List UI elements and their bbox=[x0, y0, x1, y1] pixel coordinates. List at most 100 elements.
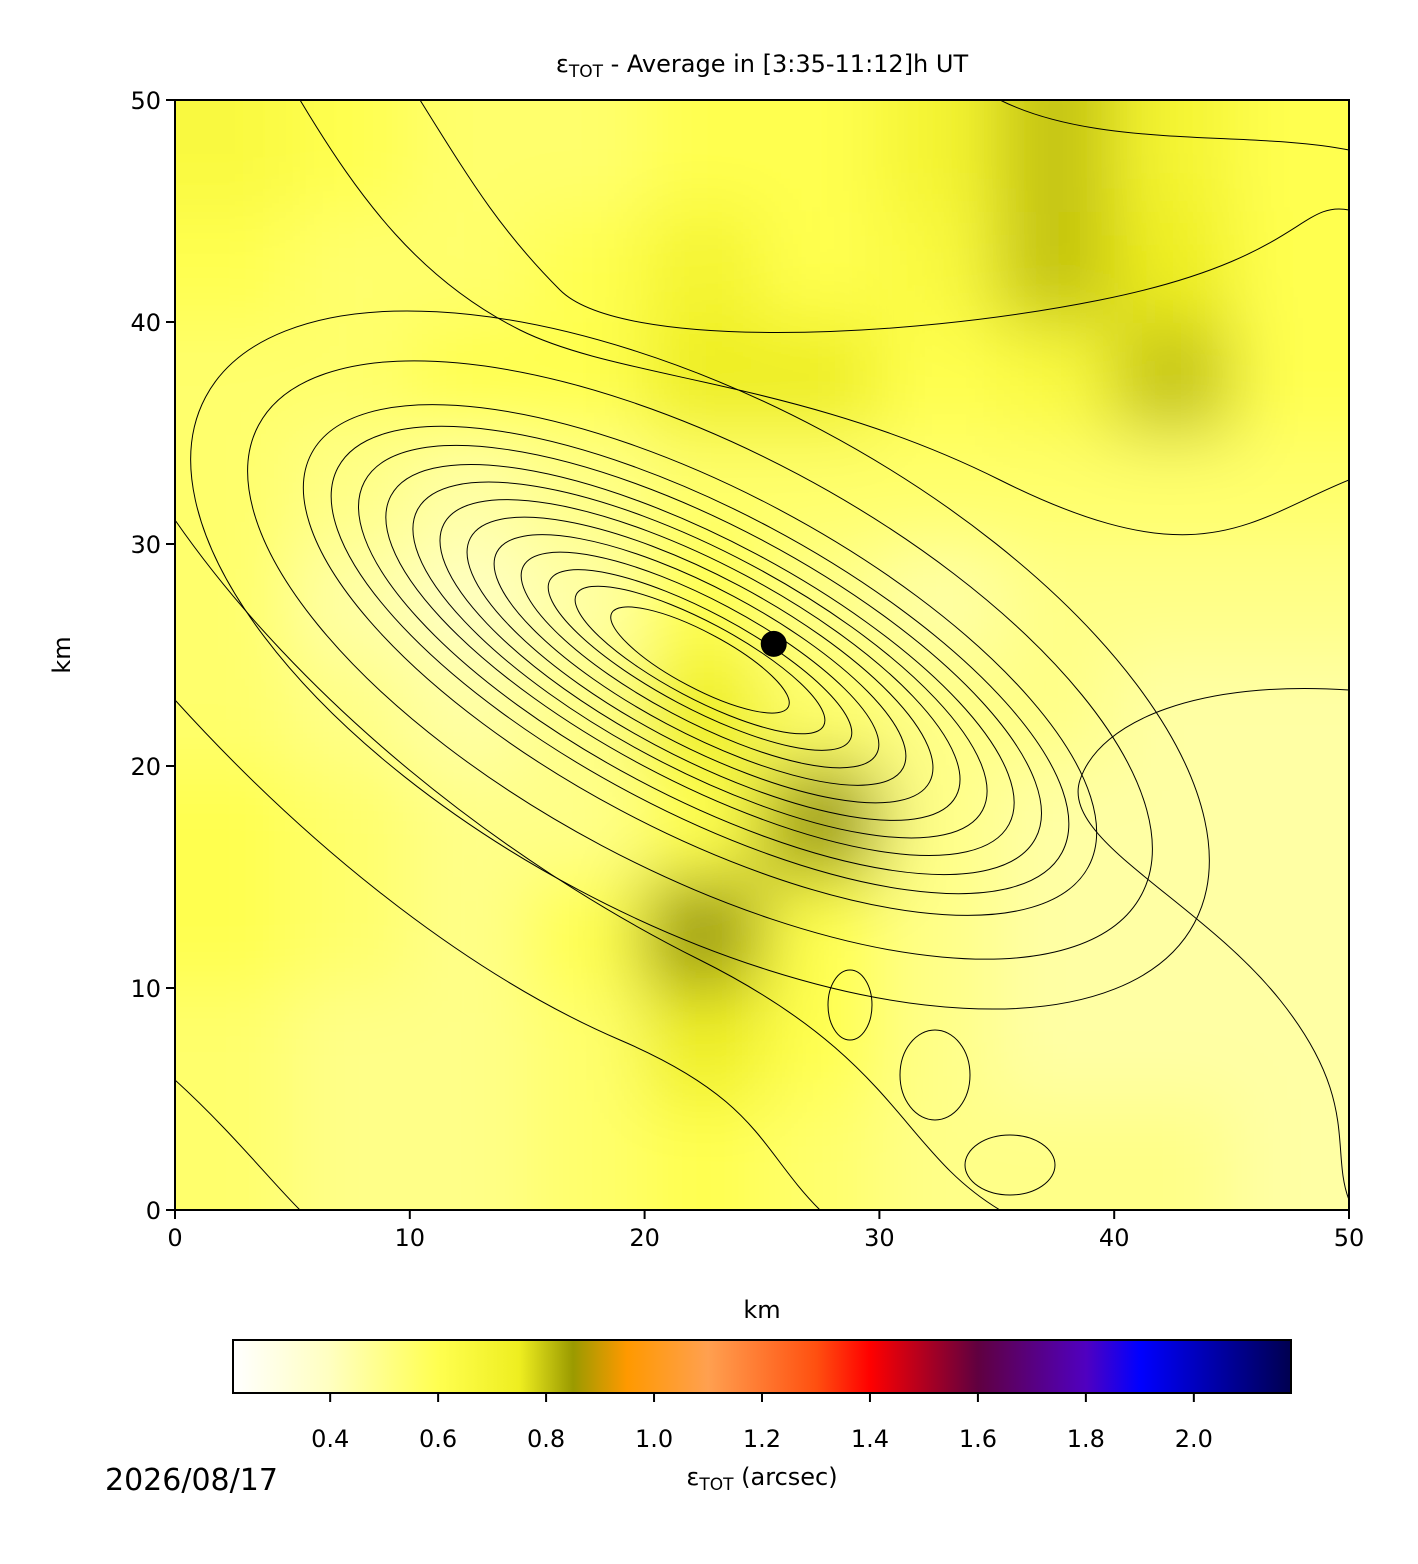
heatmap-cell bbox=[409, 655, 529, 767]
heatmap-cell bbox=[996, 100, 1116, 212]
heatmap-cell bbox=[1231, 322, 1349, 434]
heatmap-cell bbox=[1231, 655, 1349, 767]
heatmap-cell bbox=[175, 211, 294, 323]
heatmap-cell bbox=[879, 1099, 998, 1210]
colorbar-tick-label: 1.2 bbox=[743, 1425, 781, 1453]
contour-line bbox=[358, 444, 1042, 876]
heatmap-cell bbox=[996, 211, 1116, 323]
heatmap-cell bbox=[409, 211, 529, 323]
heatmap-cell bbox=[292, 100, 411, 212]
heatmap-cell bbox=[644, 655, 763, 767]
contour-line bbox=[1077, 687, 1349, 1201]
heatmap-cell bbox=[879, 100, 998, 212]
heatmap-cell bbox=[644, 100, 763, 212]
heatmap-cell bbox=[879, 433, 998, 545]
heatmap-cell bbox=[1231, 433, 1349, 545]
heatmap-cell bbox=[1231, 988, 1349, 1100]
heatmap-cell bbox=[1114, 655, 1233, 767]
heatmap-cell bbox=[996, 766, 1116, 878]
heatmap bbox=[175, 100, 1349, 1210]
contour-line bbox=[175, 1079, 301, 1210]
heatmap-cell bbox=[996, 322, 1116, 434]
heatmap-cell bbox=[879, 877, 998, 989]
contour-line bbox=[299, 100, 1349, 536]
heatmap-cell bbox=[292, 988, 411, 1100]
heatmap-cell bbox=[1114, 322, 1233, 434]
heatmap-cell bbox=[996, 1099, 1116, 1210]
heatmap-cell bbox=[644, 211, 763, 323]
contour-line bbox=[439, 499, 961, 821]
contour-line bbox=[610, 606, 790, 714]
heatmap-cell bbox=[527, 1099, 646, 1210]
heatmap-cell bbox=[175, 1099, 294, 1210]
heatmap-cell bbox=[292, 544, 411, 656]
heatmap-cell bbox=[292, 211, 411, 323]
heatmap-cell bbox=[527, 100, 646, 212]
heatmap-cell bbox=[292, 766, 411, 878]
heatmap-cell bbox=[762, 1099, 881, 1210]
heatmap-cell bbox=[1231, 877, 1349, 989]
colorbar bbox=[232, 1339, 1292, 1394]
heatmap-cell bbox=[1114, 100, 1233, 212]
heatmap-cell bbox=[762, 877, 881, 989]
heatmap-cell bbox=[409, 100, 529, 212]
y-axis-label: km bbox=[48, 636, 76, 673]
contour-line bbox=[827, 969, 873, 1041]
date: 2026/08/17 bbox=[105, 1463, 278, 1498]
heatmap-cell bbox=[1231, 766, 1349, 878]
heatmap-cell bbox=[527, 988, 646, 1100]
contour-line bbox=[899, 1029, 971, 1121]
heatmap-cell bbox=[879, 988, 998, 1100]
contour-line bbox=[385, 463, 1015, 857]
colorbar-tick-label: 1.8 bbox=[1067, 1425, 1105, 1453]
colorbar-tick-label: 1.4 bbox=[851, 1425, 889, 1453]
heatmap-cell bbox=[1114, 544, 1233, 656]
plot-frame bbox=[174, 99, 1350, 1211]
heatmap-cell bbox=[175, 766, 294, 878]
heatmap-cell bbox=[292, 877, 411, 989]
heatmap-cell bbox=[1231, 211, 1349, 323]
heatmap-cell bbox=[996, 433, 1116, 545]
heatmap-cell bbox=[996, 988, 1116, 1100]
y-tick-label: 30 bbox=[130, 531, 161, 559]
y-tick-label: 50 bbox=[130, 87, 161, 115]
x-tick-label: 50 bbox=[1334, 1224, 1365, 1252]
y-tick-label: 40 bbox=[130, 309, 161, 337]
heatmap-cell bbox=[409, 988, 529, 1100]
x-tick-label: 0 bbox=[167, 1224, 182, 1252]
heatmap-cell bbox=[292, 322, 411, 434]
heatmap-cell bbox=[1114, 1099, 1233, 1210]
heatmap-cell bbox=[409, 766, 529, 878]
x-axis-label: km bbox=[743, 1296, 780, 1324]
heatmap-cell bbox=[527, 211, 646, 323]
heatmap-cell bbox=[762, 988, 881, 1100]
heatmap-cell bbox=[762, 322, 881, 434]
contour-line bbox=[419, 100, 1349, 333]
heatmap-cell bbox=[644, 877, 763, 989]
heatmap-cell bbox=[292, 433, 411, 545]
heatmap-cell bbox=[996, 655, 1116, 767]
heatmap-cell bbox=[644, 988, 763, 1100]
heatmap-cell bbox=[1114, 766, 1233, 878]
heatmap-cell bbox=[527, 877, 646, 989]
heatmap-cell bbox=[762, 100, 881, 212]
colorbar-tick-label: 0.8 bbox=[527, 1425, 565, 1453]
heatmap-cell bbox=[644, 1099, 763, 1210]
x-tick-label: 40 bbox=[1099, 1224, 1130, 1252]
heatmap-cell bbox=[1231, 1099, 1349, 1210]
colorbar-label: εTOT (arcsec) bbox=[686, 1463, 837, 1495]
heatmap-cell bbox=[175, 655, 294, 767]
y-tick-label: 20 bbox=[130, 753, 161, 781]
marker-point bbox=[760, 630, 787, 657]
contour-line bbox=[493, 534, 907, 786]
heatmap-cell bbox=[1114, 433, 1233, 545]
heatmap-cell bbox=[996, 544, 1116, 656]
heatmap-cell bbox=[409, 544, 529, 656]
heatmap-cell bbox=[1114, 211, 1233, 323]
heatmap-cell bbox=[879, 655, 998, 767]
contour-line bbox=[330, 425, 1070, 895]
heatmap-cell bbox=[175, 322, 294, 434]
contour-line bbox=[547, 569, 853, 751]
heatmap-cell bbox=[879, 211, 998, 323]
